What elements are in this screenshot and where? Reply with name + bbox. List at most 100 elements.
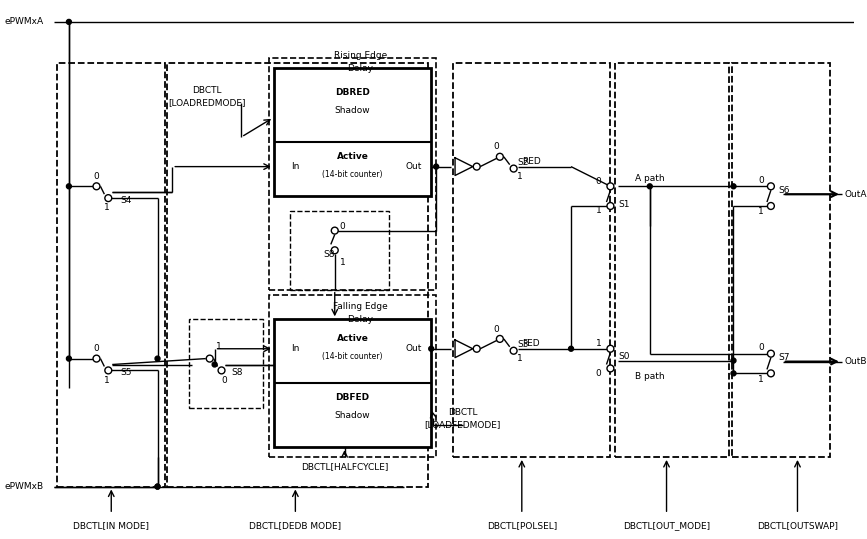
- Text: [LOADFEDMODE]: [LOADFEDMODE]: [425, 420, 501, 429]
- Circle shape: [473, 163, 480, 170]
- Circle shape: [67, 19, 71, 24]
- Text: OutB: OutB: [844, 357, 867, 366]
- Bar: [453, 63, 610, 457]
- Bar: [616, 63, 728, 457]
- Text: 1: 1: [517, 172, 523, 181]
- Text: 1: 1: [758, 208, 764, 216]
- Text: (14-bit counter): (14-bit counter): [323, 170, 382, 179]
- Circle shape: [331, 227, 338, 234]
- Circle shape: [93, 355, 100, 362]
- Text: 1: 1: [216, 342, 221, 351]
- Text: Rising Edge: Rising Edge: [334, 51, 387, 60]
- Text: B path: B path: [635, 372, 665, 381]
- Text: Delay: Delay: [348, 315, 374, 324]
- Text: DBCTL[OUTSWAP]: DBCTL[OUTSWAP]: [757, 521, 838, 530]
- Text: [LOADREDMODE]: [LOADREDMODE]: [168, 98, 245, 107]
- Circle shape: [510, 347, 517, 354]
- Text: 1: 1: [596, 340, 602, 348]
- Circle shape: [731, 371, 736, 376]
- Text: 0: 0: [222, 376, 227, 385]
- Circle shape: [569, 346, 573, 351]
- Circle shape: [155, 484, 160, 489]
- Bar: [269, 58, 436, 289]
- Circle shape: [67, 184, 71, 189]
- Text: Falling Edge: Falling Edge: [333, 302, 388, 311]
- Text: DBCTL[POLSEL]: DBCTL[POLSEL]: [486, 521, 557, 530]
- Text: DBCTL: DBCTL: [448, 408, 478, 417]
- Circle shape: [155, 356, 160, 361]
- Circle shape: [67, 356, 71, 361]
- Bar: [732, 63, 830, 457]
- Text: Shadow: Shadow: [335, 106, 370, 115]
- Circle shape: [731, 358, 736, 363]
- Text: 1: 1: [340, 258, 345, 267]
- Text: DBCTL[HALFCYCLE]: DBCTL[HALFCYCLE]: [301, 462, 388, 472]
- Text: RED: RED: [523, 157, 541, 166]
- Text: ePWMxA: ePWMxA: [5, 17, 44, 26]
- Circle shape: [607, 183, 614, 190]
- Text: 0: 0: [94, 344, 100, 353]
- Text: S3: S3: [518, 340, 529, 349]
- Text: 1: 1: [103, 376, 109, 385]
- Text: Delay: Delay: [348, 64, 374, 73]
- Text: Out: Out: [405, 162, 421, 171]
- Text: Active: Active: [336, 153, 368, 161]
- Text: 1: 1: [517, 354, 523, 363]
- Circle shape: [731, 184, 736, 189]
- Bar: [269, 295, 436, 457]
- Bar: [189, 319, 263, 408]
- Circle shape: [607, 203, 614, 210]
- Circle shape: [497, 153, 504, 160]
- Polygon shape: [455, 158, 473, 176]
- Text: 0: 0: [758, 343, 764, 353]
- Text: S8: S8: [231, 368, 243, 377]
- Text: 0: 0: [493, 142, 499, 151]
- Text: Out: Out: [405, 344, 421, 353]
- Text: In: In: [291, 344, 300, 353]
- Circle shape: [648, 184, 652, 189]
- Text: DBCTL[IN MODE]: DBCTL[IN MODE]: [73, 521, 149, 530]
- Text: A path: A path: [635, 174, 665, 183]
- Circle shape: [93, 183, 100, 190]
- Text: S0: S0: [618, 352, 629, 361]
- Text: DBCTL[DEDB MODE]: DBCTL[DEDB MODE]: [250, 521, 342, 530]
- Bar: [57, 63, 166, 487]
- Bar: [274, 319, 431, 447]
- Circle shape: [331, 247, 338, 254]
- Text: S6: S6: [779, 186, 791, 195]
- Bar: [274, 68, 431, 196]
- Text: S2: S2: [518, 158, 529, 167]
- Circle shape: [105, 367, 112, 374]
- Text: DBFED: DBFED: [336, 393, 369, 403]
- Circle shape: [473, 345, 480, 352]
- Text: 0: 0: [758, 176, 764, 185]
- Text: 1: 1: [758, 375, 764, 384]
- Text: 0: 0: [596, 177, 602, 186]
- Circle shape: [206, 355, 213, 362]
- Text: 0: 0: [596, 369, 602, 378]
- Text: S8: S8: [323, 250, 335, 259]
- Text: 1: 1: [103, 203, 109, 212]
- Circle shape: [767, 350, 774, 357]
- Circle shape: [607, 365, 614, 372]
- Circle shape: [767, 203, 774, 210]
- Circle shape: [212, 362, 217, 367]
- Text: DBCTL: DBCTL: [192, 86, 221, 95]
- Text: FED: FED: [523, 340, 540, 348]
- Text: DBCTL[OUT_MODE]: DBCTL[OUT_MODE]: [623, 521, 710, 530]
- Bar: [290, 211, 389, 289]
- Text: S4: S4: [121, 196, 132, 205]
- Text: Shadow: Shadow: [335, 411, 370, 420]
- Circle shape: [607, 345, 614, 352]
- Text: S7: S7: [779, 353, 791, 362]
- Text: 0: 0: [94, 172, 100, 181]
- Circle shape: [767, 183, 774, 190]
- Circle shape: [767, 370, 774, 377]
- Bar: [167, 63, 428, 487]
- Polygon shape: [455, 340, 473, 357]
- Text: In: In: [291, 162, 300, 171]
- Text: Active: Active: [336, 334, 368, 343]
- Text: DBRED: DBRED: [335, 88, 370, 97]
- Text: ePWMxB: ePWMxB: [5, 482, 44, 491]
- Circle shape: [218, 367, 225, 374]
